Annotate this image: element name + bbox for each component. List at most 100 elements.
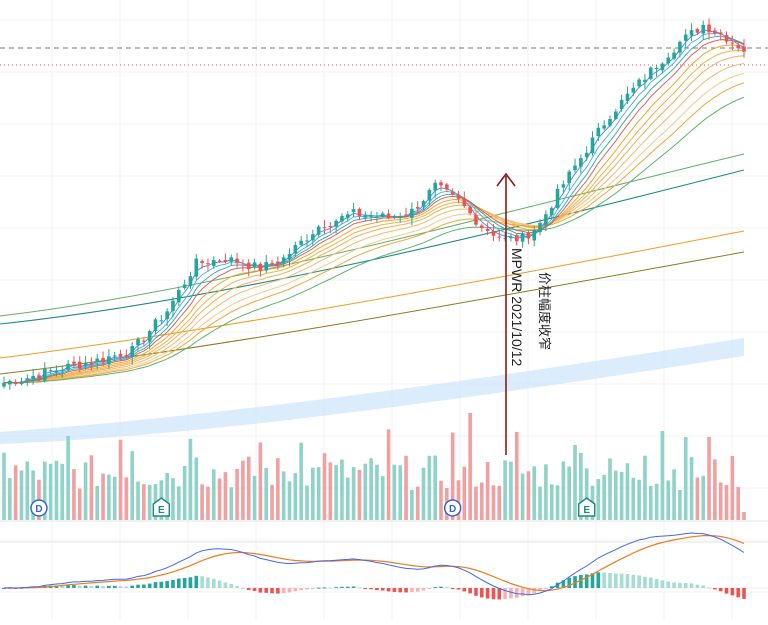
macd-histogram-bar <box>101 586 105 588</box>
macd-histogram-bar <box>736 588 740 598</box>
volume-bar <box>83 462 88 520</box>
volume-bar <box>357 469 362 520</box>
macd-histogram-bar <box>555 582 560 588</box>
macd-histogram-bar <box>410 588 414 592</box>
candle-body <box>305 240 309 242</box>
volume-bar <box>450 432 455 520</box>
volume-bar <box>118 439 123 520</box>
volume-bar <box>509 461 513 520</box>
volume-bar <box>439 480 443 520</box>
volume-bar <box>375 464 379 520</box>
macd-histogram-bar <box>165 580 169 588</box>
volume-bar <box>13 465 18 520</box>
volume-bar <box>514 431 519 520</box>
macd-histogram-bar <box>707 587 711 589</box>
candle-body <box>95 358 100 363</box>
volume-bar <box>2 452 6 520</box>
macd-histogram-bar <box>573 576 577 588</box>
candle-body <box>701 24 706 34</box>
macd-histogram-bar <box>456 588 461 590</box>
volume-bar <box>316 467 321 520</box>
candle-body <box>439 182 443 186</box>
volume-bar <box>200 484 204 520</box>
candle-body <box>235 258 239 264</box>
macd-histogram-bar <box>159 581 164 588</box>
macd-histogram-bar <box>730 588 735 596</box>
ma-line-150 <box>0 230 745 359</box>
macd-histogram-bar <box>561 580 566 588</box>
macd-histogram-bar <box>462 588 467 592</box>
candle-body <box>450 191 455 194</box>
volume-bar <box>584 468 589 520</box>
volume-bar <box>404 455 408 520</box>
volume-bar <box>724 484 729 520</box>
macd-histogram-bar <box>520 588 525 597</box>
volume-bar <box>246 456 251 520</box>
volume-bar <box>596 479 601 520</box>
candle-body <box>468 206 472 214</box>
volume-bar <box>345 477 350 520</box>
macd-histogram-bar <box>124 586 129 588</box>
candle-body <box>614 111 618 119</box>
candle-body <box>462 198 467 207</box>
macd-histogram-bar <box>415 588 420 592</box>
gmma-short-line <box>3 39 745 384</box>
candle-body <box>380 213 385 217</box>
macd-histogram-bar <box>433 587 437 589</box>
volume-bar <box>549 484 554 520</box>
volume-bar <box>433 455 437 520</box>
macd-histogram-bar <box>235 585 239 588</box>
volume-bar <box>479 482 484 520</box>
macd-histogram-bar <box>142 584 146 588</box>
marker-badge <box>443 499 462 517</box>
macd-histogram-bar <box>130 585 134 588</box>
candle-body <box>672 52 676 59</box>
volume-bar <box>573 444 577 520</box>
macd-histogram-bar <box>112 585 117 588</box>
macd-histogram-bar <box>200 576 204 588</box>
ma-band <box>0 338 744 444</box>
macd-histogram-bar <box>514 588 519 598</box>
volume-bar <box>614 470 618 520</box>
volume-bar <box>293 473 298 520</box>
long-term-band <box>0 338 744 444</box>
marker-label: D <box>35 504 42 515</box>
candle-body <box>270 262 274 264</box>
macd-histogram-bar <box>683 582 688 588</box>
volume-bar <box>54 460 59 520</box>
candle-body <box>345 214 350 219</box>
volume-bar <box>608 458 612 520</box>
macd-histogram-bar <box>666 581 671 588</box>
candle-body <box>660 63 665 71</box>
candle-body <box>130 345 134 358</box>
macd-histogram-bar <box>660 580 665 588</box>
volume-bar <box>503 460 507 520</box>
macd-histogram-bar <box>328 587 333 589</box>
volume-bar <box>567 466 572 520</box>
volume-bar <box>281 471 286 520</box>
candle-body <box>375 216 379 218</box>
macd-histogram-bar <box>742 588 746 599</box>
volume-bar <box>223 472 228 520</box>
macd-histogram-bar <box>404 588 408 593</box>
candle-body <box>142 340 146 342</box>
volume-bar <box>147 484 152 520</box>
annotation-text-cn: 价柱幅度收窄 <box>537 272 552 350</box>
volume-bar <box>631 477 636 520</box>
volume-bar <box>398 465 403 520</box>
macd-histogram-bar <box>206 577 210 588</box>
volume-bar <box>736 487 740 520</box>
volume-bar <box>112 476 117 520</box>
candle-body <box>718 32 723 35</box>
gmma-long-line <box>3 55 745 384</box>
volume-bar <box>415 486 420 520</box>
candle-body <box>83 362 88 366</box>
candle-body <box>730 42 735 44</box>
macd-histogram-bar <box>485 588 490 599</box>
candle-body <box>386 213 391 218</box>
candle-body <box>573 165 577 170</box>
candle-body <box>357 208 362 217</box>
volume-bar <box>25 461 30 520</box>
annotation-arrow-head <box>496 172 516 187</box>
